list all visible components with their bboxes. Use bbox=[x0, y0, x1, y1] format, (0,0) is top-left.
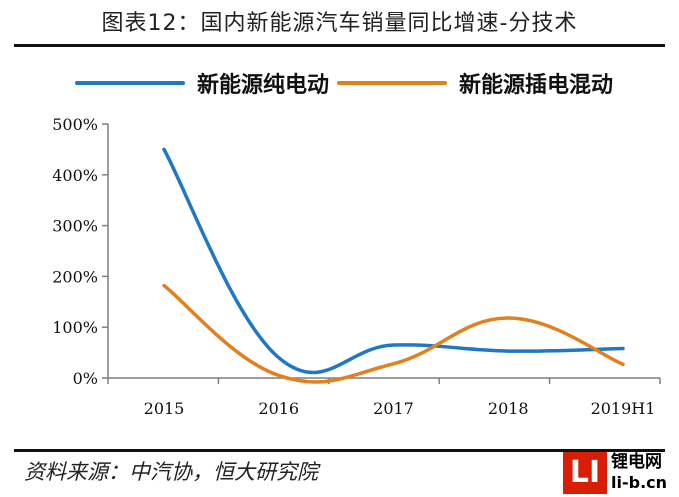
y-tick-label: 0% bbox=[73, 369, 98, 388]
footer-divider bbox=[14, 449, 665, 452]
series-line-bev bbox=[162, 147, 625, 375]
axes: 0% 100% 200% 300% 400% 500% 2015 2016 2017 2018 20… bbox=[52, 115, 661, 418]
legend-swatch-bev bbox=[75, 81, 185, 85]
y-tick-label: 400% bbox=[52, 166, 98, 185]
x-tick-label: 2017 bbox=[373, 399, 414, 418]
legend: 新能源纯电动 新能源插电混动 bbox=[0, 66, 679, 100]
series-lines bbox=[162, 147, 625, 384]
y-tick-label: 500% bbox=[52, 115, 98, 134]
title-divider bbox=[14, 44, 665, 47]
legend-label-phev: 新能源插电混动 bbox=[459, 73, 614, 98]
x-tick-label: 2015 bbox=[144, 399, 185, 418]
x-tick-label: 2018 bbox=[488, 399, 529, 418]
logo-site: li-b.cn bbox=[611, 473, 668, 492]
x-tick-label: 2019H1 bbox=[591, 399, 656, 418]
legend-label-bev: 新能源纯电动 bbox=[197, 73, 330, 98]
x-tick-label: 2016 bbox=[258, 399, 299, 418]
legend-item-bev: 新能源纯电动 bbox=[75, 66, 329, 100]
logo-name: 锂电网 bbox=[611, 452, 662, 472]
y-tick-label: 100% bbox=[52, 318, 98, 337]
line-chart: 0% 100% 200% 300% 400% 500% 2015 2016 2017 2018 20… bbox=[52, 115, 661, 418]
y-tick-label: 300% bbox=[52, 217, 98, 236]
legend-item-phev: 新能源插电混动 bbox=[337, 66, 613, 100]
watermark-logo: LI 锂电网 li-b.cn bbox=[563, 452, 675, 494]
logo-mark: LI bbox=[563, 452, 607, 494]
legend-swatch-phev bbox=[337, 81, 447, 85]
series-line-phev bbox=[162, 283, 625, 384]
chart-title: 图表12：国内新能源汽车销量同比增速-分技术 bbox=[101, 11, 578, 36]
source-note: 资料来源：中汽协，恒大研究院 bbox=[24, 460, 318, 484]
y-tick-label: 200% bbox=[52, 267, 98, 286]
